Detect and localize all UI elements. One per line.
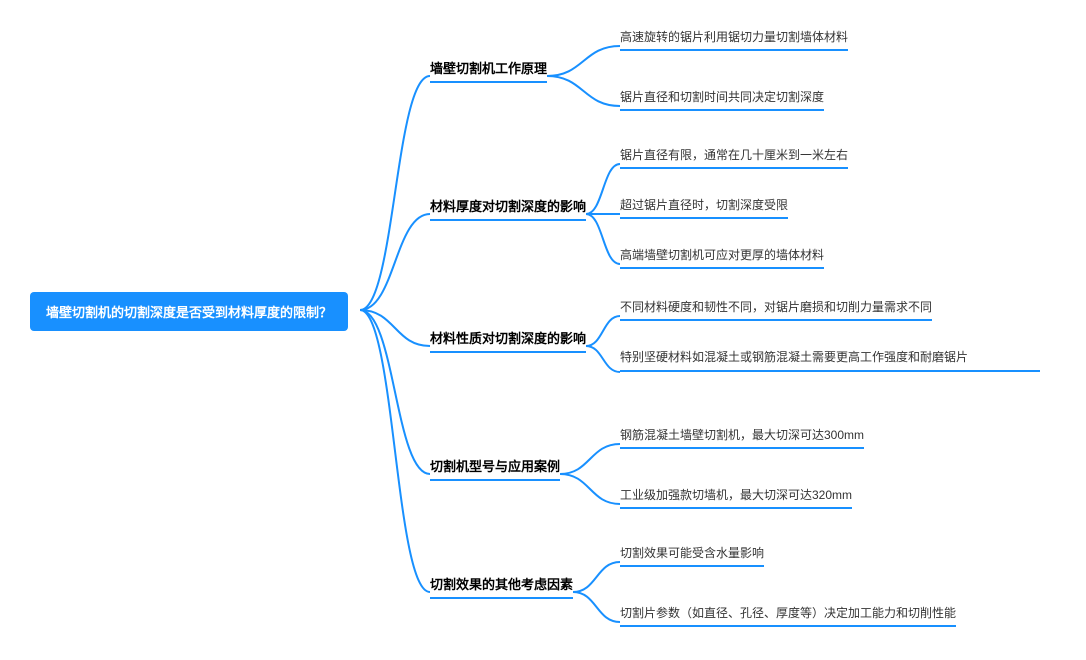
root-label: 墙壁切割机的切割深度是否受到材料厚度的限制？ xyxy=(46,305,332,320)
leaf-label: 锯片直径有限，通常在几十厘米到一米左右 xyxy=(620,148,848,162)
leaf-node: 切割片参数（如直径、孔径、厚度等）决定加工能力和切削性能 xyxy=(620,604,956,627)
branch-label: 切割机型号与应用案例 xyxy=(430,459,560,474)
branch-label: 材料厚度对切割深度的影响 xyxy=(430,199,586,214)
root-node: 墙壁切割机的切割深度是否受到材料厚度的限制？ xyxy=(30,292,348,331)
branch-label: 材料性质对切割深度的影响 xyxy=(430,331,586,346)
leaf-node: 不同材料硬度和韧性不同，对锯片磨损和切削力量需求不同 xyxy=(620,298,932,321)
leaf-label: 切割片参数（如直径、孔径、厚度等）决定加工能力和切削性能 xyxy=(620,606,956,620)
branch-node: 切割效果的其他考虑因素 xyxy=(430,574,573,599)
leaf-node: 钢筋混凝土墙壁切割机，最大切深可达300mm xyxy=(620,426,864,449)
leaf-node: 切割效果可能受含水量影响 xyxy=(620,544,764,567)
branch-node: 墙壁切割机工作原理 xyxy=(430,58,547,83)
leaf-label: 特别坚硬材料如混凝土或钢筋混凝土需要更高工作强度和耐磨锯片 xyxy=(620,350,968,364)
leaf-node: 锯片直径和切割时间共同决定切割深度 xyxy=(620,88,824,111)
leaf-label: 锯片直径和切割时间共同决定切割深度 xyxy=(620,90,824,104)
leaf-node: 特别坚硬材料如混凝土或钢筋混凝土需要更高工作强度和耐磨锯片 xyxy=(620,348,1040,372)
leaf-label: 超过锯片直径时，切割深度受限 xyxy=(620,198,788,212)
branch-node: 切割机型号与应用案例 xyxy=(430,456,560,481)
leaf-label: 高端墙壁切割机可应对更厚的墙体材料 xyxy=(620,248,824,262)
branch-label: 切割效果的其他考虑因素 xyxy=(430,577,573,592)
leaf-node: 锯片直径有限，通常在几十厘米到一米左右 xyxy=(620,146,848,169)
leaf-label: 工业级加强款切墙机，最大切深可达320mm xyxy=(620,488,852,502)
branch-label: 墙壁切割机工作原理 xyxy=(430,61,547,76)
leaf-node: 超过锯片直径时，切割深度受限 xyxy=(620,196,788,219)
leaf-label: 不同材料硬度和韧性不同，对锯片磨损和切削力量需求不同 xyxy=(620,300,932,314)
leaf-label: 钢筋混凝土墙壁切割机，最大切深可达300mm xyxy=(620,428,864,442)
leaf-node: 工业级加强款切墙机，最大切深可达320mm xyxy=(620,486,852,509)
leaf-label: 切割效果可能受含水量影响 xyxy=(620,546,764,560)
branch-node: 材料性质对切割深度的影响 xyxy=(430,328,586,353)
leaf-node: 高速旋转的锯片利用锯切力量切割墙体材料 xyxy=(620,28,848,51)
leaf-label: 高速旋转的锯片利用锯切力量切割墙体材料 xyxy=(620,30,848,44)
branch-node: 材料厚度对切割深度的影响 xyxy=(430,196,586,221)
leaf-node: 高端墙壁切割机可应对更厚的墙体材料 xyxy=(620,246,824,269)
